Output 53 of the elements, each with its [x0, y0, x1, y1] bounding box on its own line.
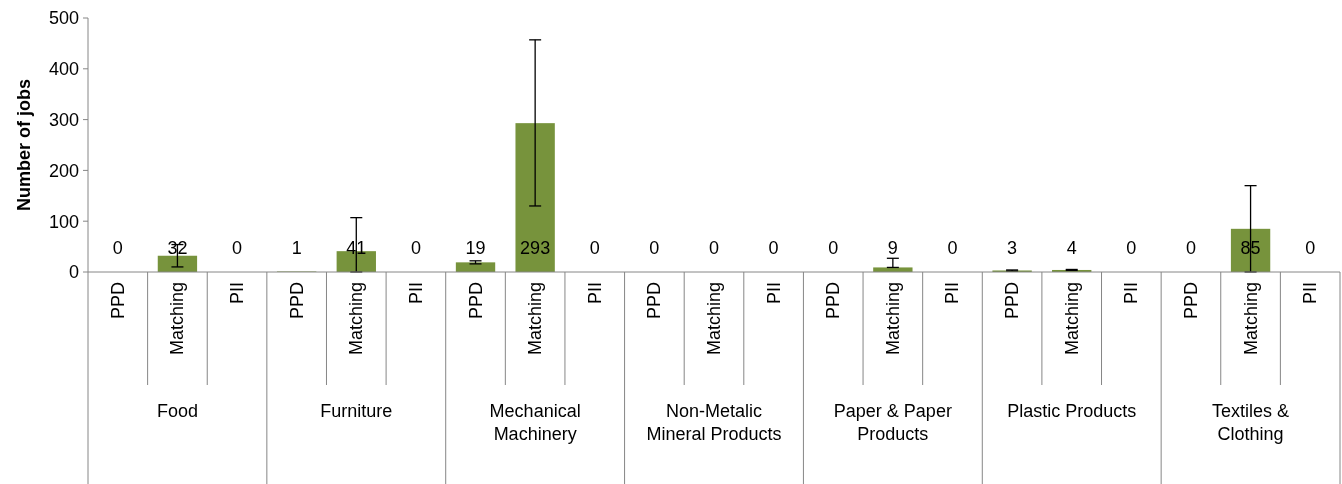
data-label: 19 [465, 238, 486, 258]
x-tick-label: PPD [1002, 282, 1023, 320]
x-tick-label: PPD [286, 282, 307, 320]
x-tick-label: PII [405, 282, 426, 305]
x-tick-label: PII [942, 282, 963, 305]
x-tick-label: PPD [644, 282, 665, 320]
data-label: 0 [1126, 238, 1137, 258]
data-label: 4 [1066, 238, 1077, 258]
x-tick-label: Matching [167, 282, 188, 356]
data-label: 0 [112, 238, 123, 258]
data-label: 0 [1185, 238, 1196, 258]
text: Furniture [320, 401, 393, 421]
data-label: 0 [232, 238, 243, 258]
y-tick-label: 400 [48, 59, 79, 80]
x-tick-label: PII [1300, 282, 1321, 305]
x-tick-label: Matching [1240, 282, 1261, 356]
data-label: 0 [828, 238, 839, 258]
y-tick-label: 500 [48, 8, 79, 29]
x-tick-label: PII [584, 282, 605, 305]
x-tick-label: PPD [107, 282, 128, 320]
x-tick-label: PPD [465, 282, 486, 320]
text: Non-Metalic Mineral Products [646, 401, 782, 444]
data-label: 0 [589, 238, 600, 258]
y-tick-label: 100 [48, 211, 79, 232]
y-axis-title: Number of jobs [14, 78, 34, 212]
data-label: 9 [887, 238, 898, 258]
x-tick-label: PII [1121, 282, 1142, 305]
text: Paper & Paper Products [833, 401, 952, 444]
data-label: 0 [1305, 238, 1316, 258]
x-tick-label: Matching [704, 282, 724, 356]
data-label: 0 [947, 238, 958, 258]
x-tick-label: PPD [1180, 282, 1201, 320]
data-label: 0 [768, 238, 779, 258]
text: Textiles & Clothing [1212, 401, 1290, 444]
x-tick-label: Matching [525, 282, 546, 356]
x-tick-label: PPD [823, 282, 844, 320]
y-tick-label: 0 [68, 262, 79, 283]
x-tick-label: Matching [882, 282, 903, 356]
data-label: 0 [410, 238, 421, 258]
x-tick-label: PII [227, 282, 248, 305]
x-tick-label: PII [763, 282, 784, 305]
data-label: 3 [1007, 238, 1018, 258]
x-tick-label: Matching [346, 282, 367, 356]
text: Plastic Products [1007, 401, 1137, 421]
y-tick-label: 200 [48, 160, 79, 181]
x-tick-label: Matching [1061, 282, 1082, 356]
text: Food [156, 401, 198, 421]
data-label: 0 [649, 238, 660, 258]
y-tick-label: 300 [48, 109, 79, 130]
data-label: 0 [708, 238, 720, 258]
data-label: 1 [291, 238, 302, 258]
text: Mechanical Machinery [489, 401, 581, 444]
data-label: 293 [520, 238, 551, 258]
